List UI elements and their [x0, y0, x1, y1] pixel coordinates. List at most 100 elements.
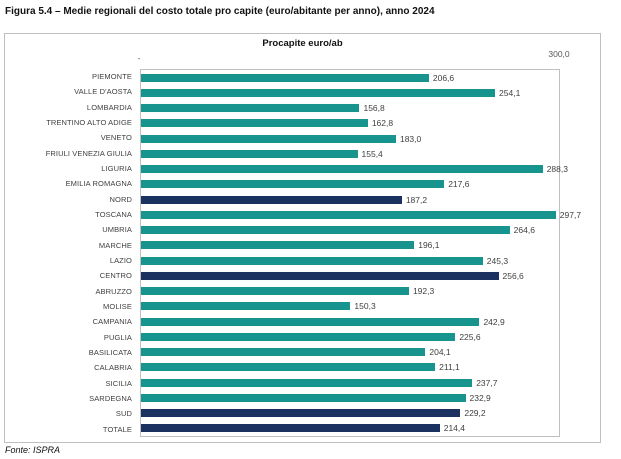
bar	[141, 195, 402, 204]
bar	[141, 393, 466, 402]
bar-value-label: 211,1	[439, 362, 460, 373]
figure-caption: Figura 5.4 – Medie regionali del costo t…	[5, 6, 435, 17]
bar	[141, 226, 510, 235]
bar-value-label: 256,6	[502, 270, 524, 281]
bar-value-label: 237,7	[476, 377, 498, 388]
bar	[141, 180, 445, 189]
category-label: ABRUZZO	[95, 286, 132, 296]
bar-value-label: 254,1	[499, 87, 521, 98]
category-label: CAMPANIA	[92, 317, 132, 327]
bar-value-label: 225,6	[459, 331, 481, 342]
bar	[141, 378, 473, 387]
chart-title: Procapite euro/ab	[262, 38, 343, 49]
category-label: TRENTINO ALTO ADIGE	[46, 118, 132, 128]
source-note: Fonte: ISPRA	[5, 445, 61, 455]
bar-row: 206,6	[141, 70, 559, 85]
bar-row: 288,3	[141, 162, 568, 177]
bar	[141, 332, 456, 341]
category-label: TOSCANA	[95, 210, 132, 220]
bar-value-label: 156,8	[363, 103, 385, 114]
chart-area: Procapite euro/ab - 300,0 PIEMONTE VALLE …	[4, 33, 601, 443]
bar-value-label: 206,6	[432, 72, 455, 83]
bar-value-label: 162,8	[371, 118, 394, 129]
category-label: EMILIA ROMAGNA	[65, 179, 132, 189]
category-label: LOMBARDIA	[86, 102, 132, 112]
bar-row: 264,6	[141, 223, 559, 238]
bar	[141, 287, 409, 296]
category-label: SICILIA	[105, 378, 132, 388]
category-label: TOTALE	[102, 424, 132, 434]
bar-row: 150,3	[141, 299, 559, 314]
category-label: MOLISE	[103, 302, 132, 312]
bar-row: 162,8	[141, 116, 559, 131]
bar	[141, 88, 496, 97]
bar	[141, 165, 543, 174]
bar-row: 254,1	[141, 85, 559, 100]
bar	[141, 149, 358, 158]
bar-row: 232,9	[141, 390, 559, 405]
category-label: FRIULI VENEZIA GIULIA	[45, 148, 132, 158]
bar-row: 196,1	[141, 238, 559, 253]
category-label: MARCHE	[98, 240, 132, 250]
bar	[141, 348, 426, 357]
bar	[141, 302, 351, 311]
category-axis: PIEMONTE VALLE D'AOSTA LOMBARDIA TRENTINO A…	[11, 69, 136, 437]
category-label: PIEMONTE	[92, 72, 132, 82]
bar	[141, 210, 556, 219]
category-label: VALLE D'AOSTA	[74, 87, 132, 97]
bar-value-label: 264,6	[513, 225, 535, 236]
bar-row: 225,6	[141, 329, 559, 344]
bar-row: 297,7	[141, 207, 581, 222]
bar-value-label: 187,2	[405, 194, 428, 205]
bar-value-label: 242,9	[483, 316, 505, 327]
bar	[141, 119, 368, 128]
bar-row: 256,6	[141, 268, 559, 283]
bar-row: 187,2	[141, 192, 559, 207]
bar	[141, 271, 499, 280]
bar-value-label: 229,2	[464, 408, 486, 419]
bar	[141, 363, 436, 372]
category-label: SARDEGNA	[89, 394, 132, 404]
category-label: UMBRIA	[102, 225, 132, 235]
bar-row: 155,4	[141, 146, 559, 161]
x-axis-tick-max: 300,0	[548, 49, 570, 59]
bar-value-label: 288,3	[546, 164, 568, 175]
bar-value-label: 183,0	[399, 133, 422, 144]
category-label: PUGLIA	[103, 332, 132, 342]
category-label: SUD	[115, 409, 132, 419]
bar-value-label: 204,1	[429, 347, 451, 358]
bar-row: 204,1	[141, 345, 559, 360]
bar	[141, 256, 483, 265]
bar	[141, 424, 440, 433]
bar-row: 245,3	[141, 253, 559, 268]
plot-area: 206,6 254,1 156,8 162,8 183,0 155,4 288,3 217,6…	[140, 69, 581, 437]
bar	[141, 73, 429, 82]
bar-value-label: 150,3	[354, 301, 376, 312]
category-label: LAZIO	[109, 256, 132, 266]
bar	[141, 134, 396, 143]
bar-row: 156,8	[141, 101, 559, 116]
bar-value-label: 297,7	[559, 209, 582, 220]
category-label: CENTRO	[99, 271, 132, 281]
bar-row: 192,3	[141, 284, 559, 299]
bar-value-label: 196,1	[418, 240, 440, 251]
bar	[141, 409, 461, 418]
bar-value-label: 155,4	[361, 148, 383, 159]
bar	[141, 104, 360, 113]
bar-row: 217,6	[141, 177, 559, 192]
bar-value-label: 232,9	[469, 392, 491, 403]
bar-row: 237,7	[141, 375, 559, 390]
bar-row: 214,4	[141, 421, 559, 436]
bar-row: 211,1	[141, 360, 559, 375]
bar-row: 183,0	[141, 131, 559, 146]
bar	[141, 241, 415, 250]
category-label: NORD	[109, 194, 132, 204]
bar	[141, 317, 480, 326]
bar-row: 242,9	[141, 314, 559, 329]
category-label: BASILICATA	[88, 348, 132, 358]
category-label: CALABRIA	[94, 363, 132, 373]
category-label: VENETO	[100, 133, 132, 143]
bar-value-label: 245,3	[486, 255, 509, 266]
bar-row: 229,2	[141, 406, 559, 421]
